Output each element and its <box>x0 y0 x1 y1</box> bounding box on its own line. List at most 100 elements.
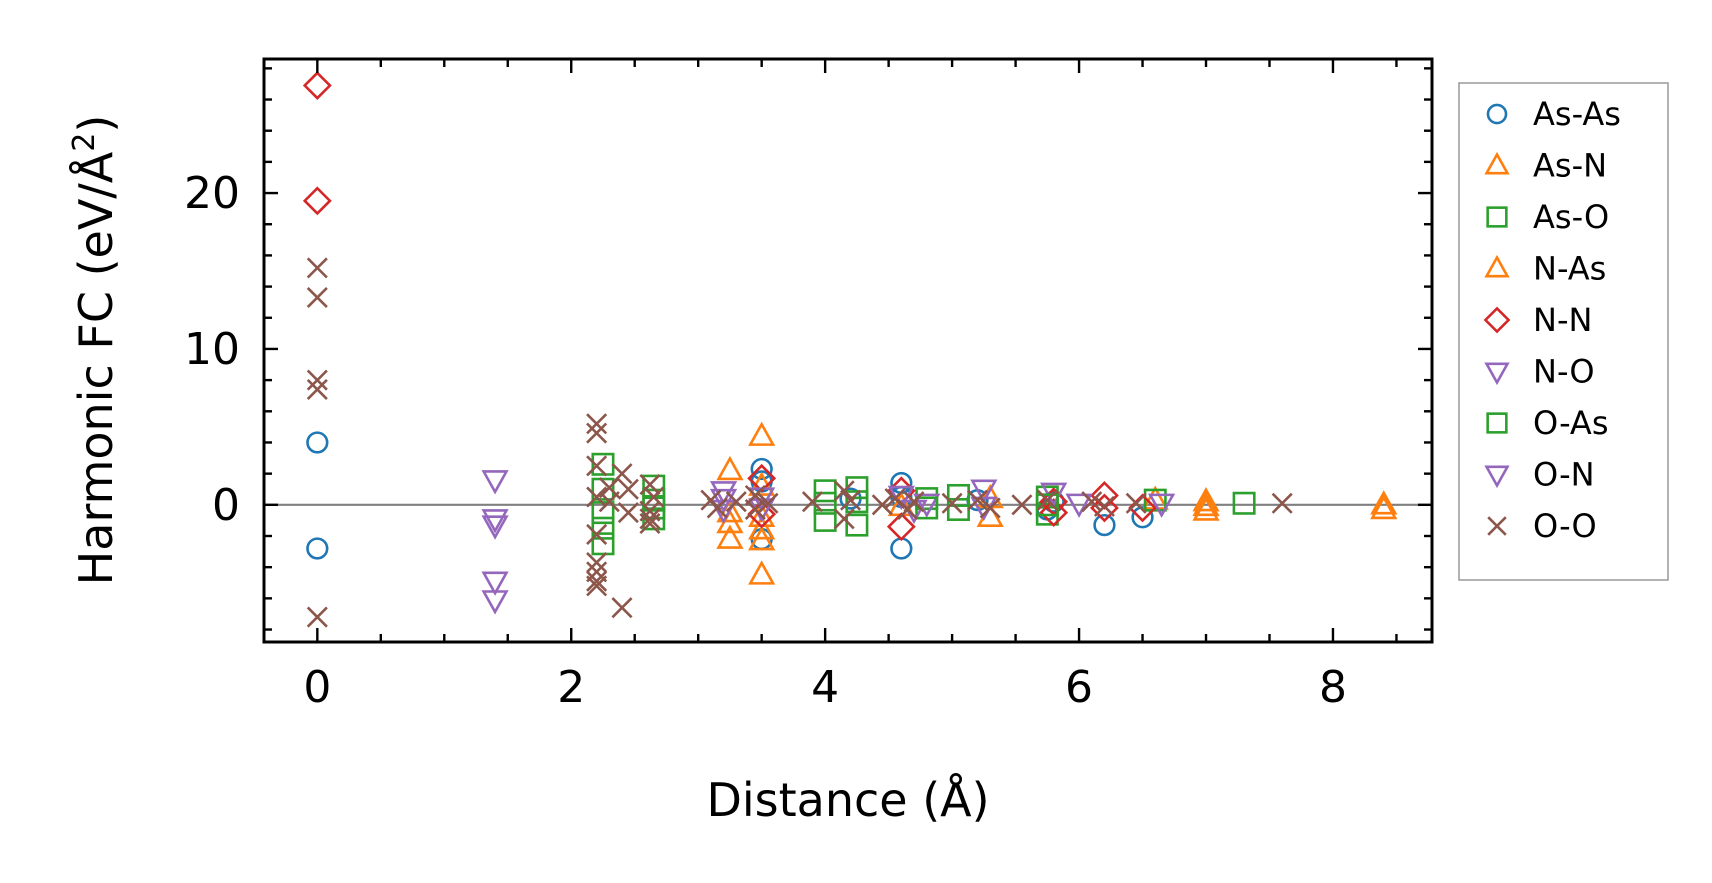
data-point-as-as <box>306 537 329 560</box>
data-point-o-o <box>586 575 608 597</box>
data-point-o-o <box>306 286 328 309</box>
data-point-n-o <box>481 590 509 615</box>
legend-item-n-n: N-N <box>1483 301 1592 339</box>
data-point-n-o <box>913 493 941 518</box>
x-tick-label: 0 <box>303 662 331 713</box>
data-point-o-o <box>306 606 328 628</box>
legend-marker-o-as <box>1486 412 1508 434</box>
data-point-o-o <box>1093 495 1115 517</box>
legend-label: N-N <box>1533 301 1592 339</box>
legend-marker-as-n <box>1484 151 1510 175</box>
data-point-o-o <box>1036 489 1058 511</box>
data-point-n-o <box>481 509 509 534</box>
data-point-o-o <box>639 513 661 535</box>
series-n-n <box>302 71 1157 542</box>
legend-marker-n-n <box>1483 306 1511 334</box>
data-point-o-as <box>591 516 615 540</box>
data-point-o-o <box>706 497 728 519</box>
data-point-o-o <box>744 498 766 521</box>
data-point-n-n <box>302 186 332 216</box>
data-point-as-n <box>1192 496 1220 521</box>
data-point-o-o <box>941 492 963 514</box>
data-point-o-o <box>903 491 925 513</box>
data-point-o-o <box>586 570 608 592</box>
data-point-o-o <box>586 523 608 545</box>
data-point-o-n <box>1065 493 1093 518</box>
data-point-n-o <box>709 481 738 506</box>
legend-label: As-As <box>1533 95 1621 133</box>
data-point-o-o <box>586 422 608 444</box>
y-tick-label: 0 <box>212 480 240 531</box>
legend-marker-o-o <box>1487 516 1507 536</box>
data-point-o-o <box>801 491 823 513</box>
y-tick-label: 20 <box>184 168 240 219</box>
x-tick-label: 2 <box>557 662 585 713</box>
data-point-as-n <box>716 524 744 549</box>
legend-label: O-As <box>1533 404 1608 442</box>
data-point-o-o <box>1011 494 1033 516</box>
y-axis-label: Harmonic FC (eV/Å2) <box>67 115 123 586</box>
data-points-layer <box>302 71 1398 628</box>
axes-layer <box>262 57 1434 644</box>
data-point-n-o <box>970 479 998 504</box>
legend-marker-n-o <box>1484 362 1510 386</box>
x-tick-label: 6 <box>1065 662 1093 713</box>
data-point-n-o <box>481 470 509 495</box>
data-point-as-n <box>748 560 776 585</box>
data-point-as-o <box>591 532 615 556</box>
data-point-o-o <box>598 491 620 513</box>
data-point-as-o <box>1143 488 1167 512</box>
legend-item-n-o: N-O <box>1484 353 1595 391</box>
legend-item-n-as: N-As <box>1484 250 1606 288</box>
data-point-as-n <box>716 455 744 481</box>
data-point-o-o <box>833 480 855 502</box>
data-point-o-o <box>639 508 661 530</box>
data-point-as-o <box>1232 491 1256 515</box>
legend-marker-as-as <box>1486 103 1508 125</box>
data-point-as-o <box>813 508 837 532</box>
data-point-as-as <box>750 457 773 481</box>
data-point-as-n <box>748 421 776 446</box>
legend-label: O-N <box>1533 456 1595 494</box>
data-point-o-o <box>639 474 661 496</box>
data-point-o-as <box>915 496 939 520</box>
tick-labels-layer: 0 2 4 6 8 0 10 20 <box>184 168 1347 713</box>
legend-item-as-as: As-As <box>1486 95 1621 133</box>
legend-label: As-N <box>1533 147 1607 185</box>
data-point-as-as <box>1131 506 1154 529</box>
data-point-as-as <box>306 431 329 454</box>
y-axis-label-suffix: ) <box>69 115 123 133</box>
data-point-o-o <box>643 486 665 508</box>
data-point-o-o <box>1081 491 1103 513</box>
data-point-o-o <box>586 551 608 574</box>
y-tick-label: 10 <box>184 324 240 375</box>
plot-frame <box>262 57 1434 644</box>
data-point-as-n <box>748 515 776 540</box>
legend-item-as-n: As-N <box>1484 147 1607 185</box>
legend-item-o-o: O-O <box>1487 507 1597 545</box>
data-point-o-o <box>757 492 779 514</box>
data-point-as-as <box>1093 513 1116 537</box>
data-point-n-n <box>886 512 916 542</box>
legend-item-o-n: O-N <box>1484 456 1595 494</box>
data-point-n-n <box>302 71 332 100</box>
data-point-n-o <box>481 571 509 596</box>
x-axis-label: Distance (Å) <box>706 773 989 827</box>
data-point-n-as <box>1192 491 1220 517</box>
data-point-o-o <box>617 478 639 500</box>
legend-item-o-as: O-As <box>1486 404 1608 442</box>
legend-label: O-O <box>1533 507 1597 545</box>
legend-marker-n-as <box>1484 254 1510 278</box>
data-point-n-n <box>1039 498 1069 528</box>
data-point-o-as <box>1035 493 1059 517</box>
data-point-n-n <box>1090 493 1119 523</box>
data-point-as-o <box>845 513 869 537</box>
legend-label: N-As <box>1533 250 1606 288</box>
legend-item-as-o: As-O <box>1486 198 1609 236</box>
y-axis-label-main: Harmonic FC (eV/Å <box>69 151 123 585</box>
data-point-o-n <box>709 488 738 514</box>
data-point-as-as <box>890 537 913 560</box>
data-point-o-o <box>1125 492 1147 514</box>
data-point-o-o <box>306 378 328 400</box>
